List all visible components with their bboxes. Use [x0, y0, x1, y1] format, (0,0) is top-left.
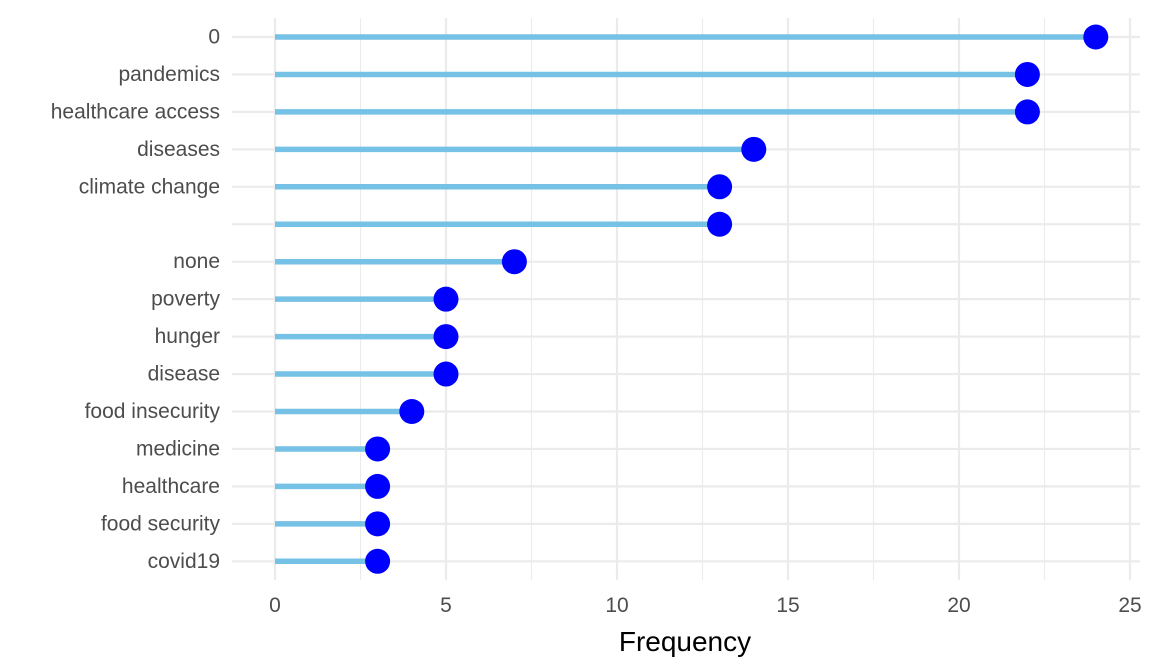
- x-tick-label: 0: [269, 594, 281, 617]
- lollipop-point: [365, 548, 391, 574]
- y-tick-label: food security: [101, 512, 221, 535]
- y-tick-label: poverty: [151, 288, 220, 311]
- y-tick-label: healthcare: [122, 475, 220, 498]
- y-tick-label: none: [173, 250, 220, 273]
- lollipop-point: [741, 136, 767, 162]
- lollipop-point: [399, 399, 425, 424]
- x-tick-label: 5: [440, 594, 452, 617]
- lollipop-point: [501, 249, 527, 275]
- y-tick-label: 0: [208, 26, 220, 49]
- x-tick-label: 15: [776, 594, 799, 617]
- lollipop-point: [1014, 99, 1040, 125]
- lollipop-point: [433, 324, 459, 350]
- lollipop-point: [707, 174, 733, 200]
- x-tick-label: 10: [605, 594, 628, 617]
- lollipop-point: [365, 511, 391, 537]
- stems: [275, 34, 1096, 565]
- points: [365, 24, 1109, 574]
- lollipop-point: [433, 286, 459, 312]
- x-axis-tick-labels: 0 5 10 15 20 25: [269, 594, 1142, 617]
- y-tick-label: covid19: [148, 550, 220, 573]
- y-tick-label: healthcare access: [51, 100, 220, 123]
- y-tick-label: medicine: [136, 437, 220, 460]
- lollipop-point: [365, 436, 391, 462]
- y-tick-label: pandemics: [118, 63, 220, 86]
- lollipop-point: [433, 361, 459, 387]
- y-tick-label: diseases: [137, 138, 220, 161]
- y-axis-tick-labels: 0 pandemics healthcare access diseases clima…: [51, 26, 221, 573]
- lollipop-point: [1083, 24, 1109, 50]
- lollipop-point: [365, 473, 391, 499]
- y-tick-label: food insecurity: [85, 400, 221, 423]
- x-axis-title: Frequency: [619, 626, 751, 657]
- x-tick-label: 20: [947, 594, 970, 617]
- lollipop-point: [707, 211, 733, 237]
- lollipop-point: [1014, 61, 1040, 87]
- y-tick-label: hunger: [155, 325, 220, 348]
- x-tick-label: 25: [1118, 594, 1141, 617]
- y-tick-label: climate change: [79, 175, 220, 198]
- y-tick-label: disease: [148, 363, 220, 386]
